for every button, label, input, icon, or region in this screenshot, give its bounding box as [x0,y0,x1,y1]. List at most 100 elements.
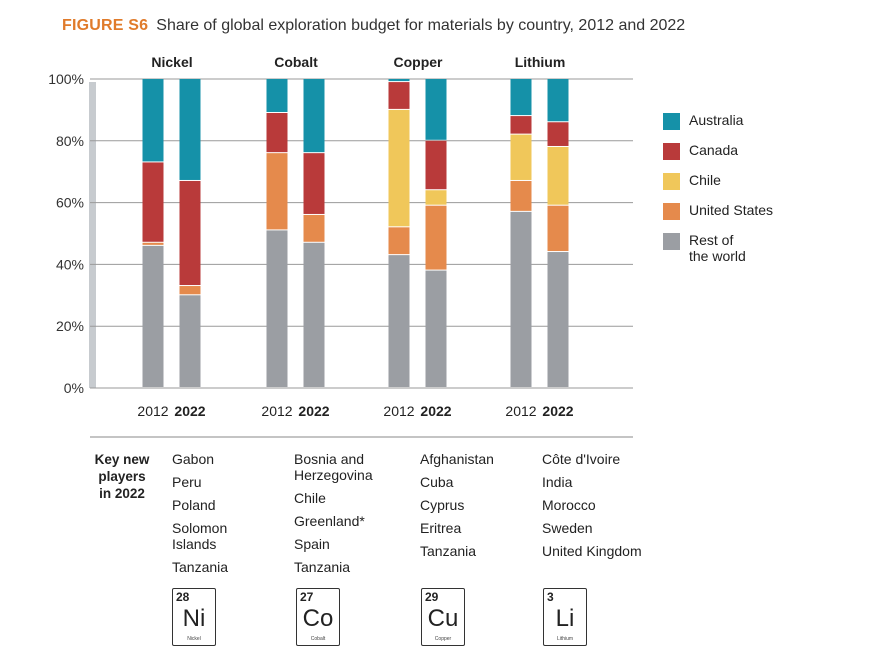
element-symbol: Ni [182,605,206,632]
atomic-number: 27 [300,590,314,604]
player-item: Tanzania [420,543,477,559]
players-column-lithium: Côte d'Ivoire India Morocco Sweden Unite… [542,451,642,566]
legend-item-chile: Chile [663,172,773,190]
bar-segment [303,214,325,242]
player-item: Sweden [542,520,593,536]
figure-label: FIGURE S6 [62,17,149,34]
bar-segment [388,109,410,227]
bar-segment [266,230,288,387]
bar-segment [510,79,532,116]
bar-segment [142,245,164,387]
player-item: Cuba [420,474,454,490]
x-tick-label: 2022 [174,403,205,419]
bar-segment [179,79,201,180]
player-item: Poland [172,497,216,513]
bar-segment [510,134,532,180]
element-tile-nickel: 28 Ni Nickel [172,588,216,646]
bar-segment [303,79,325,153]
element-tile-cobalt: 27 Co Cobalt [296,588,340,646]
element-name: Copper [434,636,452,642]
player-item: India [542,474,573,490]
players-column-copper: Afghanistan Cuba Cyprus Eritrea Tanzania [420,451,494,566]
bar-segment [179,180,201,286]
element-symbol: Cu [427,605,459,632]
bar-segment [388,227,410,255]
player-item: Peru [172,474,202,490]
group-label: Cobalt [274,54,318,70]
bar-segment [425,79,447,140]
player-item: United Kingdom [542,543,642,559]
bar-segment [388,82,410,109]
bar-segment [547,205,569,252]
key-new-players-heading: Key new players in 2022 [94,452,150,501]
player-item: Chile [294,490,326,506]
bar-segment [547,122,569,146]
atomic-number: 28 [176,590,190,604]
legend-item-rest-of-world: Rest of the world [663,232,773,264]
players-column-cobalt: Bosnia and Herzegovina Chile Greenland* … [294,451,373,582]
legend-item-australia: Australia [663,112,773,130]
y-tick-label: 60% [56,195,84,211]
bar-segment [547,146,569,205]
bar-segment [142,242,164,245]
x-tick-label: 2012 [505,403,536,419]
bar-segment [303,242,325,387]
player-item: Greenland* [294,513,365,529]
legend-swatch-australia [663,113,680,130]
legend-label-united-states: United States [689,202,774,218]
legend-label-australia: Australia [689,112,744,128]
x-tick-label: 2022 [542,403,573,419]
bar-segment [142,162,164,242]
bar-segment [179,295,201,387]
legend-swatch-canada [663,143,680,160]
y-tick-label: 0% [64,380,84,396]
element-symbol: Co [302,605,334,632]
legend: Australia Canada Chile United States Res… [663,112,773,278]
stacked-bar-chart: 0% 20% 40% 60% 80% 100% Nickel 2012 2022 Cobalt 20… [48,54,633,438]
atomic-number: 29 [425,590,439,604]
bar-segment [425,140,447,190]
legend-label-rest-of-world: Rest of the world [689,232,746,264]
player-item: Tanzania [172,559,229,575]
bar-segment [510,180,532,211]
player-item: Eritrea [420,520,462,536]
player-item: Tanzania [294,559,351,575]
player-item: Morocco [542,497,596,513]
player-item: Côte d'Ivoire [542,451,621,467]
x-tick-label: 2012 [261,403,292,419]
figure-title-text: Share of global exploration budget for m… [156,17,686,34]
legend-swatch-rest-of-world [663,233,680,250]
players-column-nickel: Gabon Peru Poland Solomon Islands Tanzan… [172,451,228,582]
element-tile-lithium: 3 Li Lithium [543,588,587,646]
group-label: Copper [394,54,444,70]
bar-segment [303,153,325,214]
bar-segment [388,79,410,82]
y-tick-label: 80% [56,133,84,149]
bar-segment [179,286,201,295]
bar-segment [425,190,447,205]
legend-item-canada: Canada [663,142,773,160]
x-tick-label: 2012 [137,403,168,419]
bar-segment [266,112,288,153]
x-tick-label: 2012 [383,403,414,419]
bar-segment [266,153,288,230]
element-symbol: Li [555,605,575,632]
player-item: Gabon [172,451,215,467]
atomic-number: 3 [547,590,554,604]
legend-label-canada: Canada [689,142,739,158]
y-tick-label: 20% [56,318,84,334]
legend-label-chile: Chile [689,172,721,188]
bar-segment [510,116,532,134]
legend-swatch-united-states [663,203,680,220]
player-item: Afghanistan [420,451,494,467]
element-name: Cobalt [310,636,326,642]
bar-segment [388,255,410,387]
x-tick-label: 2022 [420,403,451,419]
bar-segment [547,252,569,387]
player-item: Spain [294,536,330,552]
group-label: Lithium [515,54,566,70]
bar-segment [547,79,569,122]
bar-segment [425,270,447,387]
bar-segment [142,79,164,162]
player-item: Bosnia and Herzegovina [294,451,373,483]
